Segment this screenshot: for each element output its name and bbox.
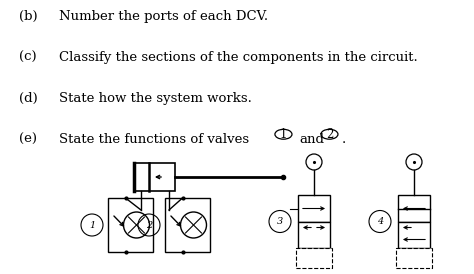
Text: 2: 2 bbox=[326, 128, 333, 141]
Text: (c): (c) bbox=[19, 51, 36, 64]
Text: 4: 4 bbox=[377, 217, 383, 226]
Text: 1: 1 bbox=[89, 221, 95, 230]
Bar bbox=[398, 221, 430, 248]
Text: 1: 1 bbox=[280, 128, 287, 141]
Text: 2: 2 bbox=[146, 221, 152, 230]
Text: (e): (e) bbox=[19, 133, 37, 146]
Text: (b): (b) bbox=[19, 10, 37, 22]
Bar bbox=[298, 221, 330, 248]
Bar bbox=[398, 195, 430, 221]
Bar bbox=[134, 163, 175, 191]
Bar bbox=[108, 198, 153, 252]
Text: .: . bbox=[342, 133, 346, 146]
Bar bbox=[298, 195, 330, 221]
Text: State the functions of valves: State the functions of valves bbox=[59, 133, 249, 146]
Bar bbox=[296, 248, 332, 268]
Bar bbox=[165, 198, 210, 252]
Text: 3: 3 bbox=[277, 217, 283, 226]
Text: State how the system works.: State how the system works. bbox=[59, 92, 252, 105]
Text: and: and bbox=[299, 133, 324, 146]
Bar bbox=[396, 248, 432, 268]
Text: (d): (d) bbox=[19, 92, 38, 105]
Text: Classify the sections of the components in the circuit.: Classify the sections of the components … bbox=[59, 51, 418, 64]
Text: Number the ports of each DCV.: Number the ports of each DCV. bbox=[59, 10, 268, 22]
